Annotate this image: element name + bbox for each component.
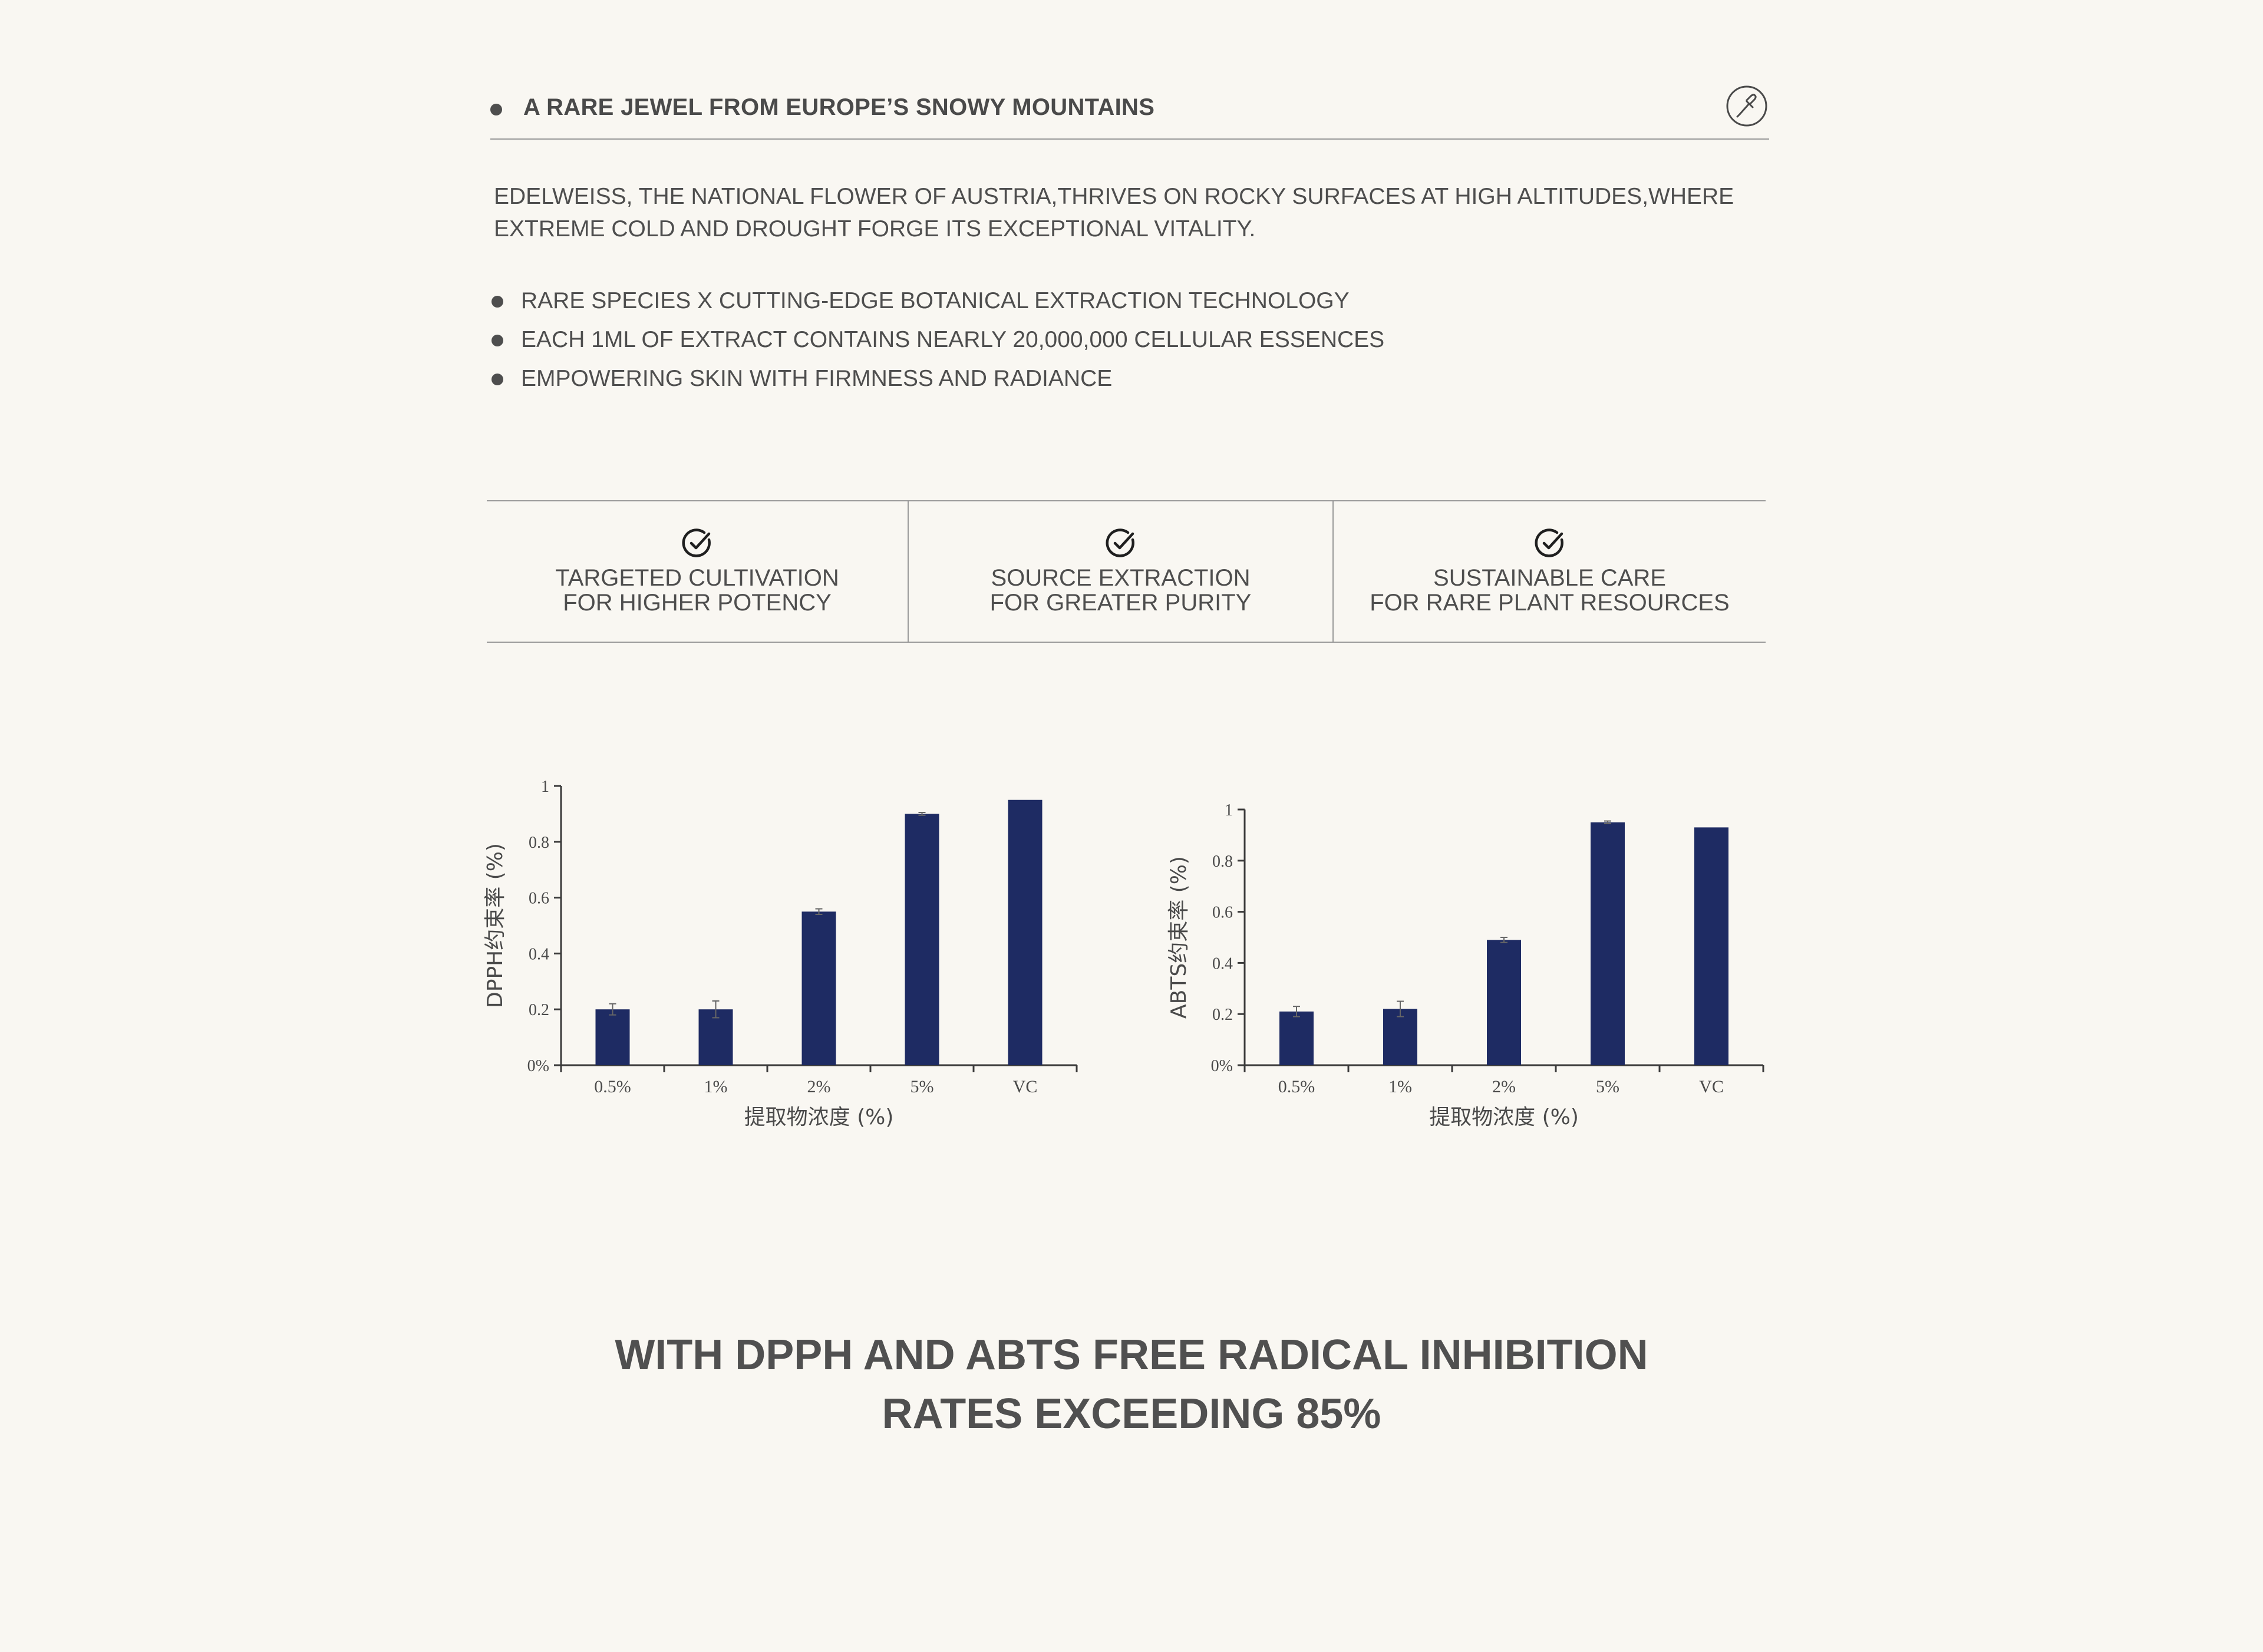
y-tick-label: 0.4 <box>1212 954 1233 973</box>
intro-line: EDELWEISS, THE NATIONAL FLOWER OF AUSTRI… <box>494 184 1734 209</box>
y-tick-label: 1 <box>1225 801 1233 820</box>
x-tick-label: 5% <box>911 1077 934 1096</box>
section-title: A RARE JEWEL FROM EUROPE’S SNOWY MOUNTAI… <box>523 94 1155 120</box>
x-axis-label: 提取物浓度 (%) <box>1429 1105 1579 1129</box>
y-tick-label: 0.8 <box>529 834 549 852</box>
y-tick-label: 1 <box>541 778 549 796</box>
check-circle-icon <box>1105 528 1134 557</box>
bar <box>595 1009 630 1065</box>
benefit-list: RARE SPECIES X CUTTING-EDGE BOTANICAL EX… <box>490 282 1384 398</box>
intro-line: EXTREME COLD AND DROUGHT FORGE ITS EXCEP… <box>494 216 1256 242</box>
bar <box>1487 940 1521 1065</box>
x-tick-label: 2% <box>807 1077 831 1096</box>
band-bottom-rule <box>487 642 1766 643</box>
bullet-dot <box>491 374 503 385</box>
band-top-rule <box>487 500 1766 501</box>
check-circle-icon <box>682 528 711 557</box>
x-tick-label: 5% <box>1596 1077 1619 1096</box>
bar <box>905 814 939 1065</box>
bar <box>1008 799 1043 1065</box>
bar <box>1694 827 1728 1065</box>
headline-line: WITH DPPH AND ABTS FREE RADICAL INHIBITI… <box>615 1331 1648 1379</box>
headline-line: RATES EXCEEDING 85% <box>882 1390 1381 1438</box>
bullet-dot <box>491 296 503 308</box>
x-tick-label: 0.5% <box>594 1077 631 1096</box>
y-axis-label: ABTS约束率 (%) <box>1167 856 1191 1019</box>
check-circle-icon <box>1534 528 1563 557</box>
y-tick-label: 0.2 <box>529 1001 549 1019</box>
y-tick-label: 0.4 <box>529 945 549 963</box>
feature-subtitle: FOR GREATER PURITY <box>989 590 1252 616</box>
list-item-text: EMPOWERING SKIN WITH FIRMNESS AND RADIAN… <box>521 366 1113 391</box>
x-tick-label: VC <box>1013 1077 1038 1096</box>
y-tick-label: 0.2 <box>1212 1006 1233 1024</box>
bar <box>1383 1009 1417 1065</box>
list-item: EACH 1ML OF EXTRACT CONTAINS NEARLY 20,0… <box>490 321 1384 359</box>
band-divider <box>1332 501 1334 642</box>
feature-subtitle: FOR HIGHER POTENCY <box>563 590 832 616</box>
header-bullet <box>490 104 502 115</box>
list-item: RARE SPECIES X CUTTING-EDGE BOTANICAL EX… <box>490 282 1384 321</box>
bar <box>698 1009 733 1065</box>
bar <box>1591 822 1625 1065</box>
x-tick-label: 1% <box>704 1077 728 1096</box>
feature-title: TARGETED CULTIVATION <box>555 565 839 591</box>
y-tick-label: 0.6 <box>529 890 549 908</box>
x-tick-label: 2% <box>1492 1077 1516 1096</box>
feature-cultivation: TARGETED CULTIVATION FOR HIGHER POTENCY <box>487 501 908 642</box>
intro-paragraph: EDELWEISS, THE NATIONAL FLOWER OF AUSTRI… <box>494 180 1790 245</box>
feature-title: SUSTAINABLE CARE <box>1433 565 1666 591</box>
y-axis-label: DPPH约束率 (%) <box>483 843 507 1008</box>
bar <box>1279 1011 1314 1065</box>
list-item-text: RARE SPECIES X CUTTING-EDGE BOTANICAL EX… <box>521 288 1350 313</box>
y-tick-label: 0.8 <box>1212 853 1233 871</box>
band-divider <box>908 501 909 642</box>
dpph-chart: 0% 0.2 0.4 0.6 0.8 1 0.5% 1% 2% 5% VC 提取物浓度 (%) DPPH… <box>483 778 1078 1129</box>
y-tick-label: 0% <box>527 1057 549 1075</box>
list-item-text: EACH 1ML OF EXTRACT CONTAINS NEARLY 20,0… <box>521 327 1385 352</box>
x-tick-label: 1% <box>1388 1077 1412 1096</box>
y-tick-label: 0.6 <box>1212 904 1233 922</box>
feature-extraction: SOURCE EXTRACTION FOR GREATER PURITY <box>909 501 1332 642</box>
list-item: EMPOWERING SKIN WITH FIRMNESS AND RADIAN… <box>490 359 1384 398</box>
headline-statement: WITH DPPH AND ABTS FREE RADICAL INHIBITI… <box>0 1326 2263 1443</box>
y-tick-label: 0% <box>1211 1057 1233 1075</box>
feature-subtitle: FOR RARE PLANT RESOURCES <box>1370 590 1730 616</box>
dropper-icon <box>1726 85 1768 127</box>
bullet-dot <box>491 335 503 346</box>
x-tick-label: VC <box>1699 1077 1724 1096</box>
feature-sustainable: SUSTAINABLE CARE FOR RARE PLANT RESOURCE… <box>1334 501 1766 642</box>
header-divider <box>490 138 1769 140</box>
bar <box>801 911 836 1065</box>
x-axis-label: 提取物浓度 (%) <box>744 1105 894 1129</box>
x-tick-label: 0.5% <box>1278 1077 1315 1096</box>
feature-title: SOURCE EXTRACTION <box>991 565 1251 591</box>
abts-chart: 0% 0.2 0.4 0.6 0.8 1 0.5% 1% 2% 5% VC 提取物浓度 (%) ABTS… <box>1167 801 1764 1129</box>
